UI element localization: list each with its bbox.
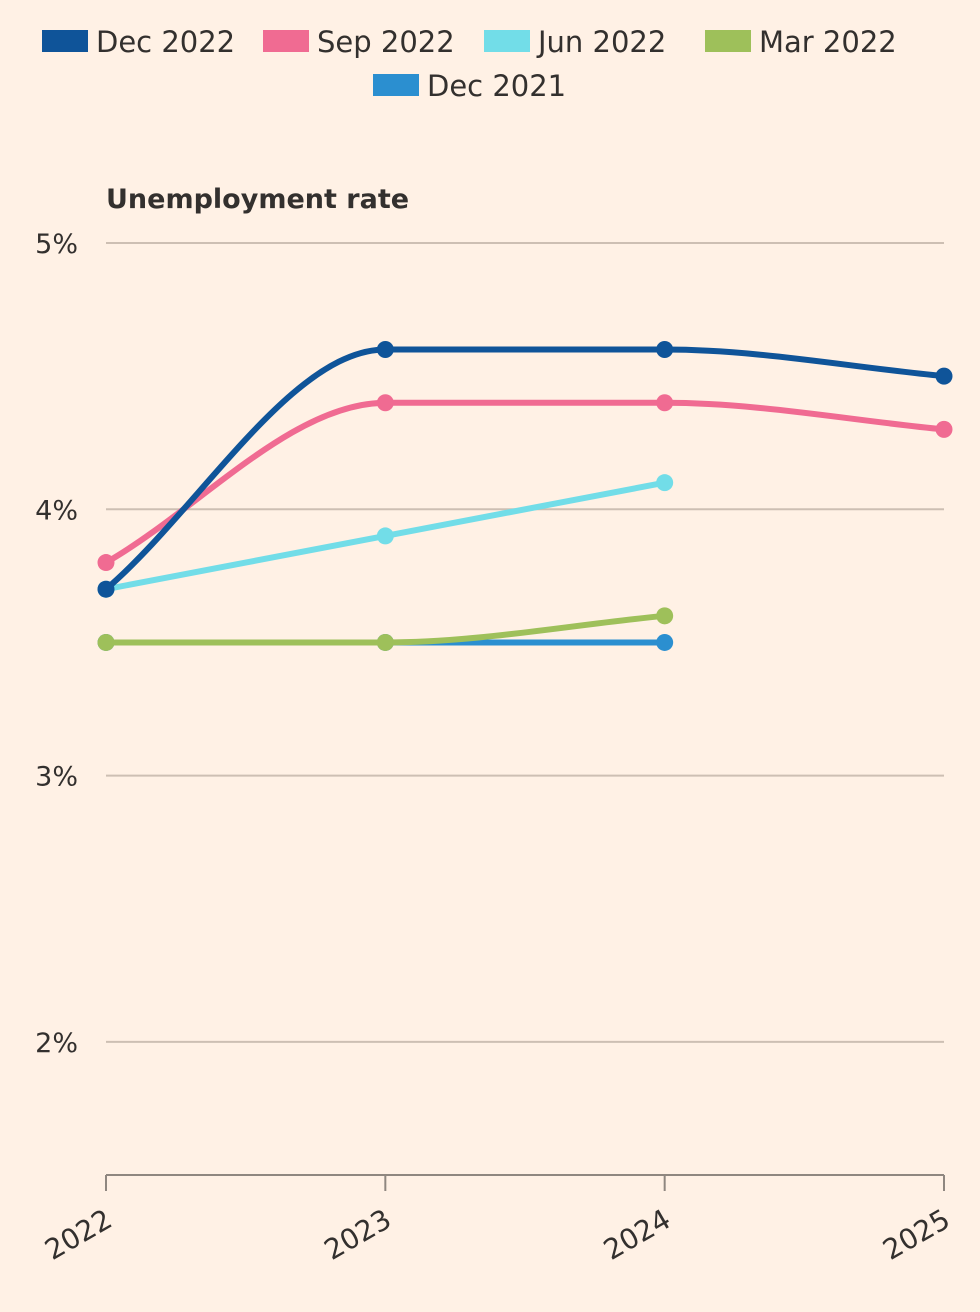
legend-label-dec-2022: Dec 2022 <box>96 25 235 59</box>
x-tick-label-2025: 2025 <box>877 1202 955 1266</box>
legend-item-dec-2022: Dec 2022 <box>42 25 235 59</box>
point-dec-2022-2025 <box>935 367 953 385</box>
point-jun-2022-2024 <box>656 474 674 492</box>
point-sep-2022-2022 <box>97 554 115 572</box>
y-axis-ticks: 2% 3% 4% 5% <box>35 229 78 1059</box>
y-tick-label-4: 4% <box>35 495 78 526</box>
legend-label-jun-2022: Jun 2022 <box>536 25 666 59</box>
series-jun-2022 <box>97 474 674 598</box>
point-jun-2022-2023 <box>376 527 394 545</box>
x-tick-label-2023: 2023 <box>319 1202 397 1266</box>
series-layer <box>97 341 953 651</box>
series-mar-2022 <box>97 607 674 651</box>
series-line-dec-2022 <box>103 346 947 593</box>
legend-swatch-mar-2022 <box>705 30 751 52</box>
legend-item-sep-2022: Sep 2022 <box>263 25 455 59</box>
legend-item-dec-2021: Dec 2021 <box>373 69 566 103</box>
x-tick-label-2024: 2024 <box>598 1202 676 1266</box>
point-sep-2022-2023 <box>376 394 394 412</box>
legend-item-mar-2022: Mar 2022 <box>705 25 897 59</box>
point-mar-2022-2024 <box>656 607 674 625</box>
y-tick-label-5: 5% <box>35 229 78 260</box>
point-sep-2022-2024 <box>656 394 674 412</box>
point-dec-2021-2024 <box>656 633 674 651</box>
legend-swatch-jun-2022 <box>484 30 530 52</box>
legend-label-dec-2021: Dec 2021 <box>427 69 566 103</box>
y-axis-label: Unemployment rate <box>106 184 409 215</box>
y-tick-label-3: 3% <box>35 762 78 793</box>
series-sep-2022 <box>97 394 953 572</box>
point-dec-2022-2022 <box>97 580 115 598</box>
legend-swatch-sep-2022 <box>263 30 309 52</box>
legend-label-sep-2022: Sep 2022 <box>317 25 455 59</box>
point-mar-2022-2023 <box>376 633 394 651</box>
x-axis: 2022 2023 2024 2025 <box>39 1174 956 1267</box>
legend: Dec 2022 Sep 2022 Jun 2022 Mar 2022 Dec 2021 <box>42 25 897 103</box>
legend-item-jun-2022: Jun 2022 <box>484 25 666 59</box>
legend-swatch-dec-2022 <box>42 30 88 52</box>
y-tick-label-2: 2% <box>35 1028 78 1059</box>
point-sep-2022-2025 <box>935 420 953 438</box>
point-mar-2022-2022 <box>97 633 115 651</box>
point-dec-2022-2023 <box>376 341 394 359</box>
point-dec-2022-2024 <box>656 341 674 359</box>
x-tick-label-2022: 2022 <box>39 1202 117 1266</box>
series-line-sep-2022 <box>103 399 947 566</box>
legend-swatch-dec-2021 <box>373 74 419 96</box>
legend-label-mar-2022: Mar 2022 <box>759 25 897 59</box>
series-dec-2022 <box>97 341 953 598</box>
